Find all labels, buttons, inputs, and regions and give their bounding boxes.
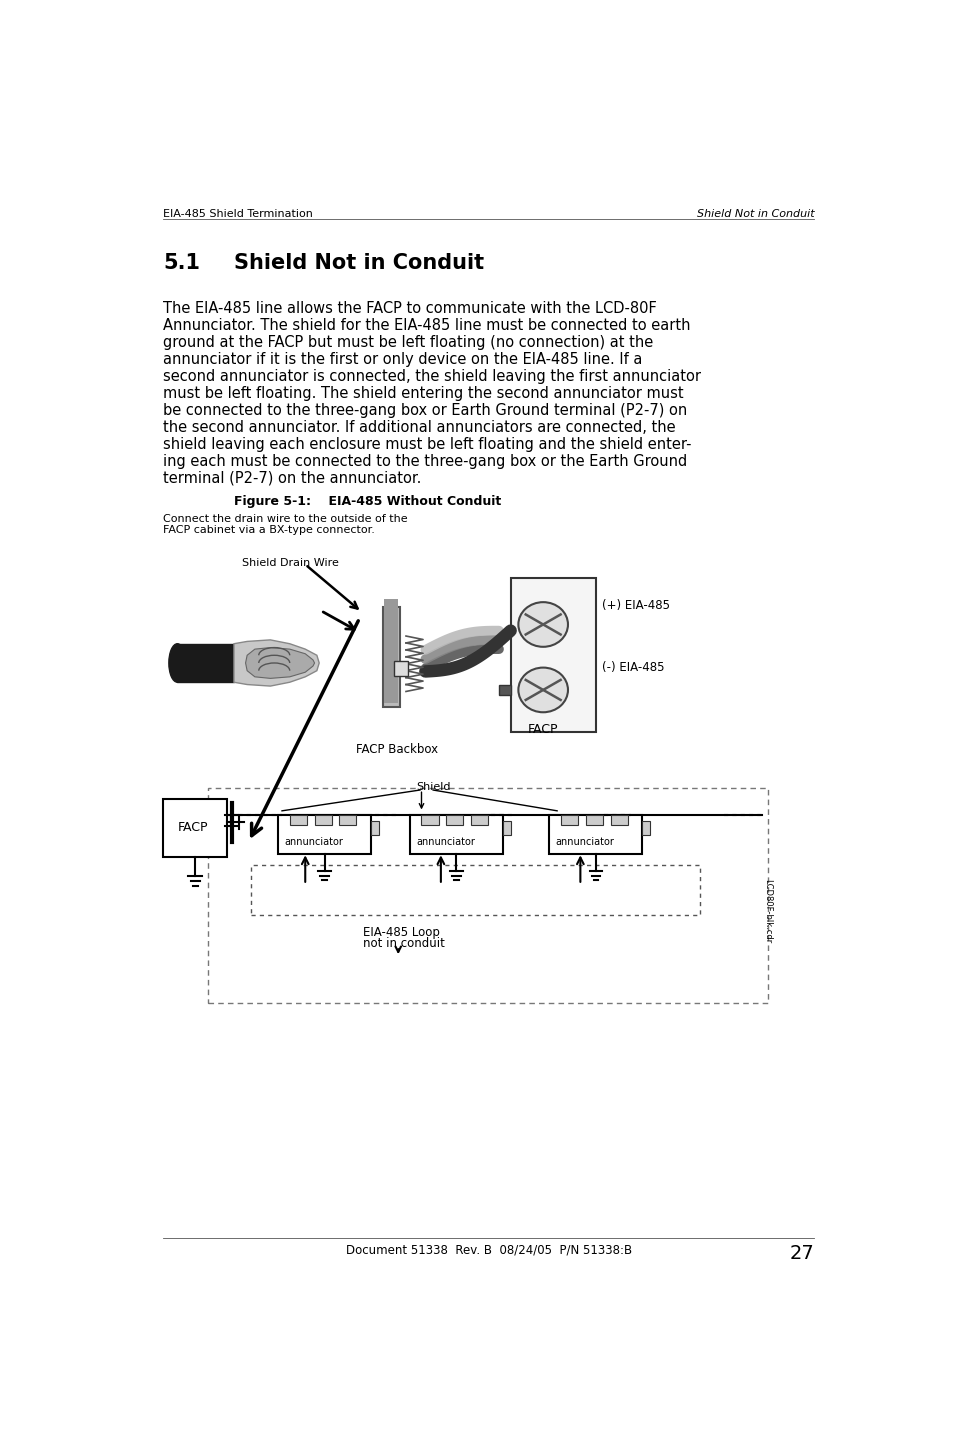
FancyBboxPatch shape [510,578,596,733]
Text: annunciator if it is the first or only device on the EIA-485 line. If a: annunciator if it is the first or only d… [163,352,642,366]
Bar [314,816,332,824]
Text: must be left floating. The shield entering the second annunciator must: must be left floating. The shield enteri… [163,386,683,401]
Text: Figure 5-1:    EIA-485 Without Conduit: Figure 5-1: EIA-485 Without Conduit [233,495,500,508]
Bar [560,816,578,824]
Text: FACP: FACP [177,821,208,834]
Text: FACP: FACP [527,723,558,736]
Bar [251,864,700,914]
Bar [384,600,397,703]
Bar [163,800,227,857]
Bar [278,816,371,854]
Bar [421,816,438,824]
Text: second annunciator is connected, the shield leaving the first annunciator: second annunciator is connected, the shi… [163,369,700,384]
Text: EIA-485 Loop: EIA-485 Loop [363,926,439,939]
Text: Connect the drain wire to the outside of the: Connect the drain wire to the outside of… [163,514,408,524]
Bar [371,821,378,834]
Bar [502,821,510,834]
Bar [382,607,399,707]
Text: Shield Not in Conduit: Shield Not in Conduit [233,252,483,272]
Bar [394,661,408,675]
Bar [498,685,510,694]
Bar [471,816,488,824]
Text: EIA-485 Shield Termination: EIA-485 Shield Termination [163,209,313,219]
Ellipse shape [169,644,186,683]
Text: LCD80F-blk.cdr: LCD80F-blk.cdr [761,879,771,943]
Text: terminal (P2-7) on the annunciator.: terminal (P2-7) on the annunciator. [163,471,421,485]
Bar [290,816,307,824]
Text: FACP cabinet via a BX-type connector.: FACP cabinet via a BX-type connector. [163,525,375,535]
Bar [339,816,356,824]
Text: Shield Drain Wire: Shield Drain Wire [241,558,338,568]
Text: be connected to the three-gang box or Earth Ground terminal (P2-7) on: be connected to the three-gang box or Ea… [163,402,687,418]
Text: FACP Backbox: FACP Backbox [355,743,437,756]
Ellipse shape [517,602,567,647]
Text: 27: 27 [789,1244,814,1262]
Polygon shape [233,640,319,685]
Bar [410,816,502,854]
Bar [446,816,463,824]
Text: 5.1: 5.1 [163,252,200,272]
Text: ing each must be connected to the three-gang box or the Earth Ground: ing each must be connected to the three-… [163,454,687,468]
Bar [585,816,602,824]
Polygon shape [245,648,314,678]
Bar [549,816,641,854]
Text: Annunciator. The shield for the EIA-485 line must be connected to earth: Annunciator. The shield for the EIA-485 … [163,318,690,333]
Bar [610,816,627,824]
Text: the second annunciator. If additional annunciators are connected, the: the second annunciator. If additional an… [163,419,676,435]
Text: Document 51338  Rev. B  08/24/05  P/N 51338:B: Document 51338 Rev. B 08/24/05 P/N 51338… [346,1244,631,1256]
Text: shield leaving each enclosure must be left floating and the shield enter-: shield leaving each enclosure must be le… [163,436,691,452]
Text: The EIA-485 line allows the FACP to communicate with the LCD-80F: The EIA-485 line allows the FACP to comm… [163,301,657,316]
Text: (+) EIA-485: (+) EIA-485 [601,600,669,612]
Text: ground at the FACP but must be left floating (no connection) at the: ground at the FACP but must be left floa… [163,335,653,351]
Text: annunciator: annunciator [416,837,475,847]
Text: not in conduit: not in conduit [363,937,445,950]
Bar [641,821,649,834]
Bar [208,787,767,1003]
Text: annunciator: annunciator [284,837,343,847]
Text: Shield Not in Conduit: Shield Not in Conduit [696,209,814,219]
Text: Shield: Shield [416,783,450,793]
Text: annunciator: annunciator [555,837,614,847]
Text: (-) EIA-485: (-) EIA-485 [601,661,664,674]
Ellipse shape [517,668,567,713]
